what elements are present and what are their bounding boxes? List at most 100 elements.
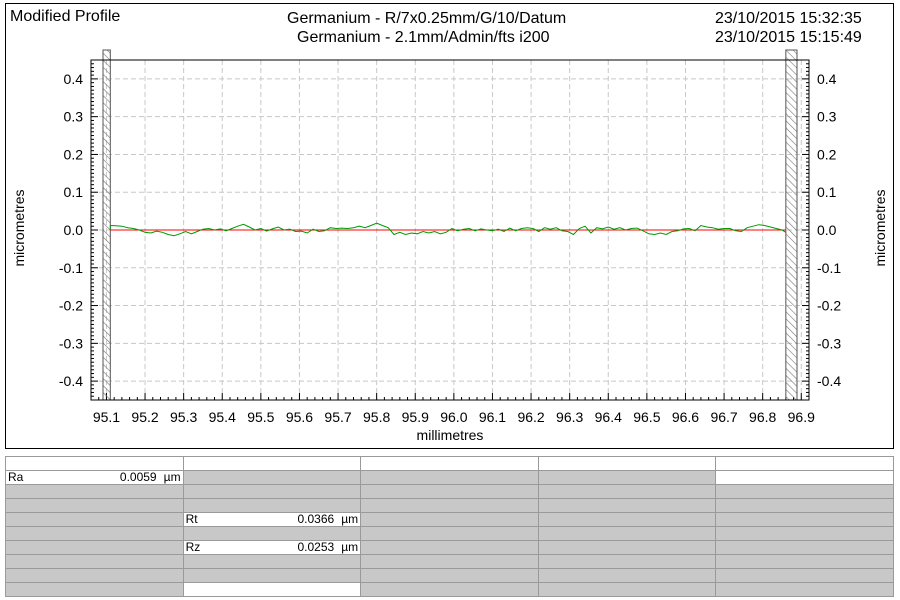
y-tick-label-right: 0.2 [817, 146, 837, 162]
x-tick-label: 96.4 [595, 409, 622, 425]
y-tick-label-right: -0.2 [817, 298, 841, 314]
rz-label: Rz [185, 540, 201, 554]
profile-title: Modified Profile [10, 8, 121, 25]
y-axis-label-right: micrometres [872, 189, 888, 266]
y-tick-label-left: 0.0 [64, 222, 84, 238]
table-cell [182, 568, 362, 583]
x-tick-label: 96.0 [440, 409, 467, 425]
table-cell [360, 568, 539, 583]
table-cell [537, 568, 717, 583]
rz-unit: µm [341, 540, 359, 554]
x-tick-label: 95.3 [170, 409, 197, 425]
x-tick-label: 96.3 [556, 409, 583, 425]
y-tick-label-right: 0.3 [817, 109, 837, 125]
y-tick-label-left: 0.4 [64, 71, 84, 87]
table-cell [715, 554, 894, 569]
table-row [5, 526, 894, 541]
table-cell [5, 526, 184, 541]
y-tick-label-right: -0.1 [817, 260, 841, 276]
y-tick-label-right: -0.3 [817, 335, 841, 351]
x-tick-label: 95.4 [209, 409, 236, 425]
x-axis-label: millimetres [417, 427, 484, 443]
table-cell [360, 554, 539, 569]
table-cell [715, 568, 894, 583]
table-cell [715, 498, 894, 513]
rt-cell: Rt 0.0366 µm [182, 512, 362, 527]
table-cell [715, 526, 894, 541]
x-tick-label: 95.6 [286, 409, 313, 425]
table-cell [182, 484, 362, 499]
table-cell [537, 470, 717, 485]
table-cell [360, 470, 539, 485]
table-cell [360, 540, 539, 555]
parameter-table: Ra 0.0059 µm Rt 0.0366 µm [5, 456, 894, 597]
table-cell [5, 484, 184, 499]
table-cell [182, 470, 362, 485]
table-cell [5, 582, 184, 597]
x-tick-label: 96.9 [788, 409, 815, 425]
ra-cell: Ra 0.0059 µm [5, 470, 184, 485]
header-timestamp2: 23/10/2015 15:15:49 [715, 29, 862, 46]
table-row [5, 568, 894, 583]
table-cell [360, 512, 539, 527]
x-tick-label: 95.5 [247, 409, 274, 425]
ra-label: Ra [8, 470, 24, 484]
y-tick-label-left: -0.1 [59, 260, 83, 276]
profile-series-line [110, 222, 787, 237]
table-cell [537, 582, 717, 597]
x-tick-label: 96.5 [633, 409, 660, 425]
table-cell [537, 512, 717, 527]
table-cell [537, 540, 717, 555]
table-cell [715, 540, 894, 555]
rt-value: 0.0366 [297, 512, 335, 526]
table-cell [360, 484, 539, 499]
table-cell [715, 582, 894, 597]
y-tick-label-left: -0.2 [59, 298, 83, 314]
y-tick-label-right: -0.4 [817, 373, 841, 389]
table-row: Rt 0.0366 µm [5, 512, 894, 527]
y-tick-label-left: 0.2 [64, 146, 84, 162]
y-tick-label-left: 0.3 [64, 109, 84, 125]
table-cell [537, 554, 717, 569]
table-row [5, 498, 894, 513]
ra-unit: µm [163, 470, 181, 484]
table-cell [715, 470, 894, 485]
y-tick-label-right: 0.0 [817, 222, 837, 238]
table-row [5, 554, 894, 569]
x-tick-label: 95.9 [402, 409, 429, 425]
x-tick-label: 95.1 [93, 409, 120, 425]
x-tick-label: 95.7 [324, 409, 351, 425]
x-tick-label: 96.7 [710, 409, 737, 425]
table-cell [715, 484, 894, 499]
table-row: Rz 0.0253 µm [5, 540, 894, 555]
table-row [5, 456, 894, 471]
x-tick-label: 96.6 [672, 409, 699, 425]
y-tick-label-right: 0.1 [817, 184, 837, 200]
table-cell [5, 498, 184, 513]
plot-area [90, 59, 810, 401]
excluded-region-1 [102, 49, 111, 401]
table-row [5, 582, 894, 597]
table-cell [715, 512, 894, 527]
table-cell [715, 456, 894, 471]
table-cell [182, 582, 362, 597]
rt-label: Rt [185, 512, 198, 526]
y-tick-label-right: 0.4 [817, 71, 837, 87]
table-cell [182, 456, 362, 471]
x-tick-label: 96.2 [517, 409, 544, 425]
y-tick-label-left: -0.4 [59, 373, 83, 389]
x-tick-label: 95.2 [131, 409, 158, 425]
header-timestamp1: 23/10/2015 15:32:35 [715, 10, 862, 27]
excluded-region-2 [785, 49, 798, 401]
header-config-line2: Germanium - 2.1mm/Admin/fts i200 [297, 29, 550, 46]
x-tick-label: 96.8 [749, 409, 776, 425]
profile-chart: 0.4 0.4 0.3 0.3 0.2 0.2 0.1 0.1 0.0 0.0 -0.1 -0.1 -0… [11, 49, 888, 443]
rz-value: 0.0253 [297, 540, 335, 554]
y-tick-label-left: 0.1 [64, 184, 84, 200]
table-cell [537, 456, 717, 471]
profile-frame [5, 3, 894, 449]
table-cell [182, 554, 362, 569]
table-cell [537, 526, 717, 541]
x-tick-label: 96.1 [479, 409, 506, 425]
ra-value: 0.0059 [119, 470, 157, 484]
